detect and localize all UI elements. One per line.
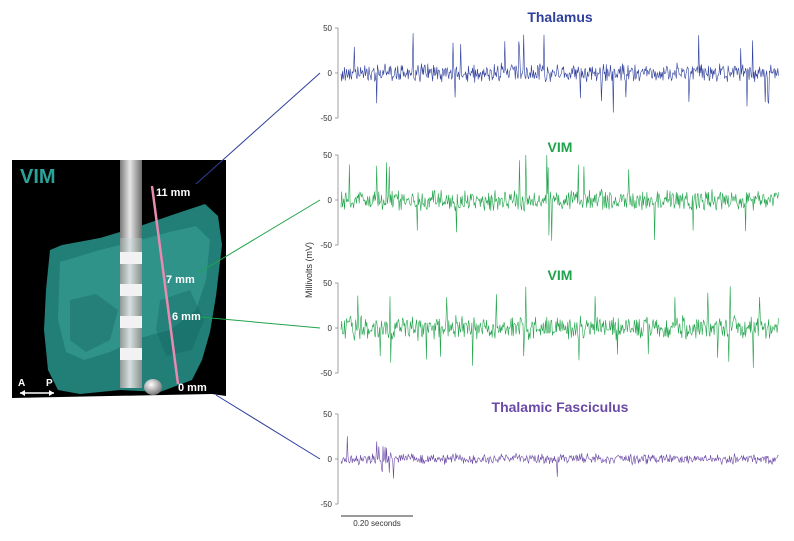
depth-label-7: 7 mm — [166, 274, 195, 286]
trace-title: Thalamus — [527, 9, 593, 25]
electrode-contact — [120, 252, 142, 264]
tick-label: 0 — [328, 324, 333, 333]
anterior-label: A — [18, 378, 25, 389]
trace-title: VIM — [548, 139, 573, 155]
signal-trace — [340, 154, 779, 241]
posterior-label: P — [46, 378, 53, 389]
traces: 50 0 -50 Thalamus 50 0 -50 VIM 50 0 -50 VIM 50 0 -50 Th… — [320, 9, 779, 509]
trace-title: VIM — [548, 267, 573, 283]
trace-panel-vim2: 50 0 -50 VIM — [320, 267, 779, 378]
tick-label: 50 — [323, 279, 332, 288]
electrode-contact — [120, 348, 142, 360]
lead-tip — [144, 379, 162, 395]
orientation-indicator: A P — [18, 378, 54, 396]
tick-label: 0 — [328, 196, 333, 205]
y-axis-label: Millivolts (mV) — [304, 242, 314, 298]
depth-label-6: 6 mm — [172, 311, 201, 323]
depth-label-11: 11 mm — [156, 187, 190, 199]
electrode-contact — [120, 316, 142, 328]
tick-label: 50 — [323, 151, 332, 160]
signal-trace — [340, 436, 779, 479]
trace-panel-vim1: 50 0 -50 VIM — [320, 139, 779, 250]
vim-volume-shade — [70, 294, 118, 352]
dbs-lead — [120, 160, 162, 395]
trace-panel-thalamus: 50 0 -50 Thalamus — [320, 9, 779, 123]
connector-vim-6mm — [199, 316, 321, 329]
connectors — [195, 72, 321, 460]
connector-vim-7mm — [199, 199, 321, 273]
signal-trace — [340, 286, 779, 368]
tick-label: 0 — [328, 69, 333, 78]
tick-label: 50 — [323, 410, 332, 419]
electrode-contact — [120, 284, 142, 296]
tick-label: -50 — [320, 500, 332, 509]
trace-panel-fasciculus: 50 0 -50 Thalamic Fasciculus — [320, 399, 779, 509]
signal-trace — [340, 33, 779, 113]
anatomy-panel: VIM 11 mm 7 mm 6 mm 0 mm A P — [12, 160, 226, 398]
trace-title: Thalamic Fasciculus — [492, 399, 629, 415]
tick-label: -50 — [320, 369, 332, 378]
depth-label-0: 0 mm — [178, 382, 207, 394]
tick-label: -50 — [320, 114, 332, 123]
tick-label: 50 — [323, 24, 332, 33]
connector-fasciculus — [215, 394, 321, 460]
connector-thalamus — [195, 72, 321, 185]
time-scale-bar: 0.20 seconds — [341, 515, 413, 528]
vim-label: VIM — [20, 166, 56, 188]
trajectory-line — [150, 185, 180, 385]
tick-label: -50 — [320, 241, 332, 250]
scale-bar-label: 0.20 seconds — [353, 519, 401, 528]
tick-label: 0 — [328, 455, 333, 464]
